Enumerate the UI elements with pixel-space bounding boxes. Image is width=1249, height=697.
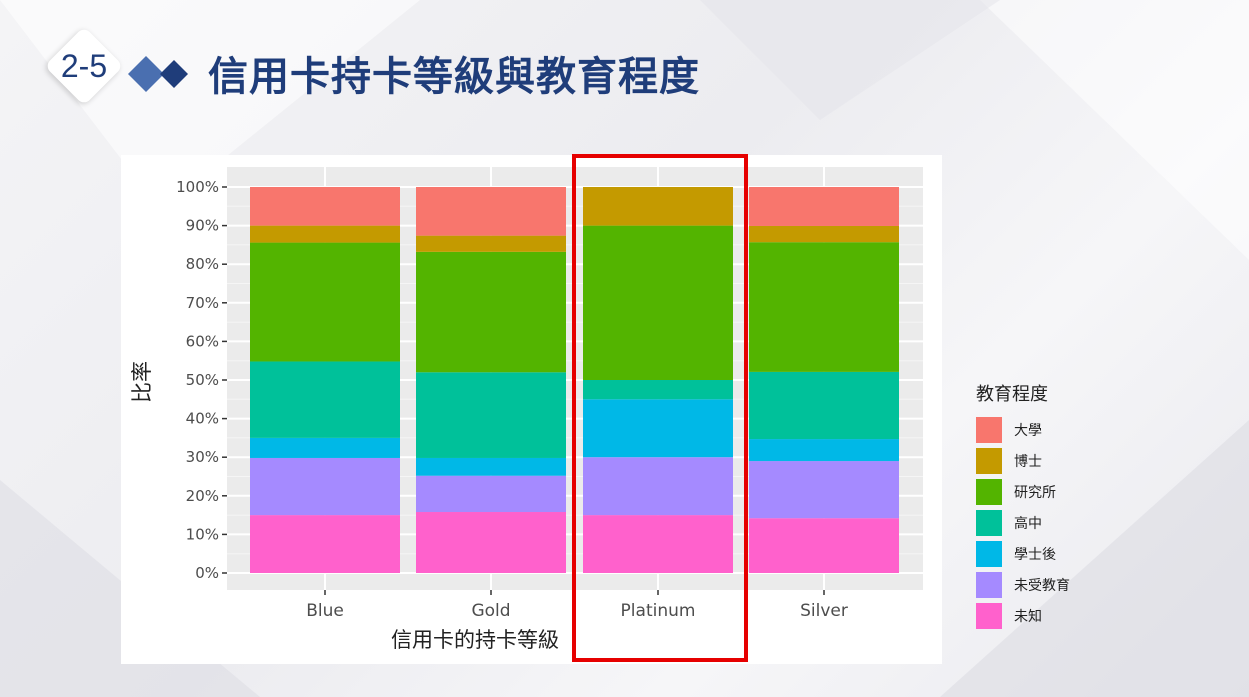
bar-segment bbox=[749, 439, 899, 462]
legend-item: 博士 bbox=[976, 445, 1070, 476]
legend-label: 高中 bbox=[1014, 515, 1042, 532]
bar-segment bbox=[583, 457, 733, 516]
bar-segment bbox=[583, 187, 733, 226]
bar-segment bbox=[250, 242, 400, 362]
legend-label: 研究所 bbox=[1014, 484, 1056, 501]
bar-segment bbox=[416, 475, 566, 513]
section-badge: 2-5 bbox=[42, 24, 126, 108]
y-tick-label: 90% bbox=[186, 217, 219, 235]
y-axis-title: 比率 bbox=[130, 361, 154, 403]
bar-segment bbox=[749, 242, 899, 372]
bar-segment bbox=[416, 512, 566, 573]
section-number: 2-5 bbox=[60, 47, 108, 84]
bar-segment bbox=[583, 515, 733, 573]
y-tick-label: 20% bbox=[186, 487, 219, 505]
y-tick-label: 100% bbox=[176, 178, 219, 196]
bar-segment bbox=[250, 437, 400, 458]
slide-title: 信用卡持卡等級與教育程度 bbox=[208, 54, 700, 100]
legend-label: 學士後 bbox=[1014, 546, 1056, 563]
x-tick-label: Platinum bbox=[621, 601, 696, 621]
y-tick-label: 60% bbox=[186, 332, 219, 350]
legend-label: 未受教育 bbox=[1014, 577, 1070, 594]
bar-segment bbox=[749, 187, 899, 226]
platinum-highlight-box bbox=[572, 154, 748, 662]
bar-segment bbox=[749, 225, 899, 243]
legend-swatch bbox=[976, 602, 1002, 629]
chart-legend: 教育程度 大學博士研究所高中學士後未受教育未知 bbox=[976, 380, 1070, 631]
legend-swatch bbox=[976, 447, 1002, 474]
bar-segment bbox=[250, 515, 400, 573]
bar-segment bbox=[749, 371, 899, 440]
bar-segment bbox=[250, 187, 400, 226]
bar-segment bbox=[416, 187, 566, 236]
legend-swatch bbox=[976, 478, 1002, 505]
bar-segment bbox=[250, 457, 400, 516]
x-axis-title: 信用卡的持卡等級 bbox=[391, 628, 559, 652]
legend-swatch bbox=[976, 509, 1002, 536]
y-tick-label: 30% bbox=[186, 448, 219, 466]
legend-item: 學士後 bbox=[976, 538, 1070, 569]
bar-segment bbox=[416, 372, 566, 458]
bar-segment bbox=[416, 251, 566, 373]
y-tick-label: 70% bbox=[186, 294, 219, 312]
legend-swatch bbox=[976, 416, 1002, 443]
stacked-bar-chart: 0% 10% 20% 30% 40% 50% 60% 70% 80% 90% 100% Blue Gol… bbox=[130, 167, 923, 652]
legend-swatch bbox=[976, 571, 1002, 598]
legend-item: 未知 bbox=[976, 600, 1070, 631]
y-tick-label: 10% bbox=[186, 525, 219, 543]
legend-item: 未受教育 bbox=[976, 569, 1070, 600]
bar-segment bbox=[749, 461, 899, 519]
legend-label: 未知 bbox=[1014, 608, 1042, 625]
bar-segment bbox=[250, 225, 400, 243]
bar-segment bbox=[416, 457, 566, 476]
legend-items: 大學博士研究所高中學士後未受教育未知 bbox=[976, 414, 1070, 631]
bar-segment bbox=[416, 235, 566, 252]
legend-item: 高中 bbox=[976, 507, 1070, 538]
y-tick-label: 80% bbox=[186, 255, 219, 273]
legend-item: 研究所 bbox=[976, 476, 1070, 507]
y-tick-label: 50% bbox=[186, 371, 219, 389]
y-tick-label: 0% bbox=[195, 564, 219, 582]
bar-segment bbox=[583, 380, 733, 400]
chart-card: 0% 10% 20% 30% 40% 50% 60% 70% 80% 90% 100% Blue Gol… bbox=[121, 155, 942, 664]
legend-label: 博士 bbox=[1014, 453, 1042, 470]
legend-item: 大學 bbox=[976, 414, 1070, 445]
bar-segment bbox=[749, 518, 899, 573]
bar-segment bbox=[583, 399, 733, 458]
x-tick-label: Silver bbox=[800, 601, 848, 621]
double-diamond-icon bbox=[128, 56, 188, 92]
y-tick-label: 40% bbox=[186, 410, 219, 428]
bar-segment bbox=[250, 361, 400, 438]
legend-swatch bbox=[976, 540, 1002, 567]
legend-title: 教育程度 bbox=[976, 384, 1048, 405]
legend-label: 大學 bbox=[1014, 422, 1042, 439]
x-tick-label: Blue bbox=[306, 601, 344, 621]
x-tick-label: Gold bbox=[471, 601, 510, 621]
bar-segment bbox=[583, 225, 733, 380]
